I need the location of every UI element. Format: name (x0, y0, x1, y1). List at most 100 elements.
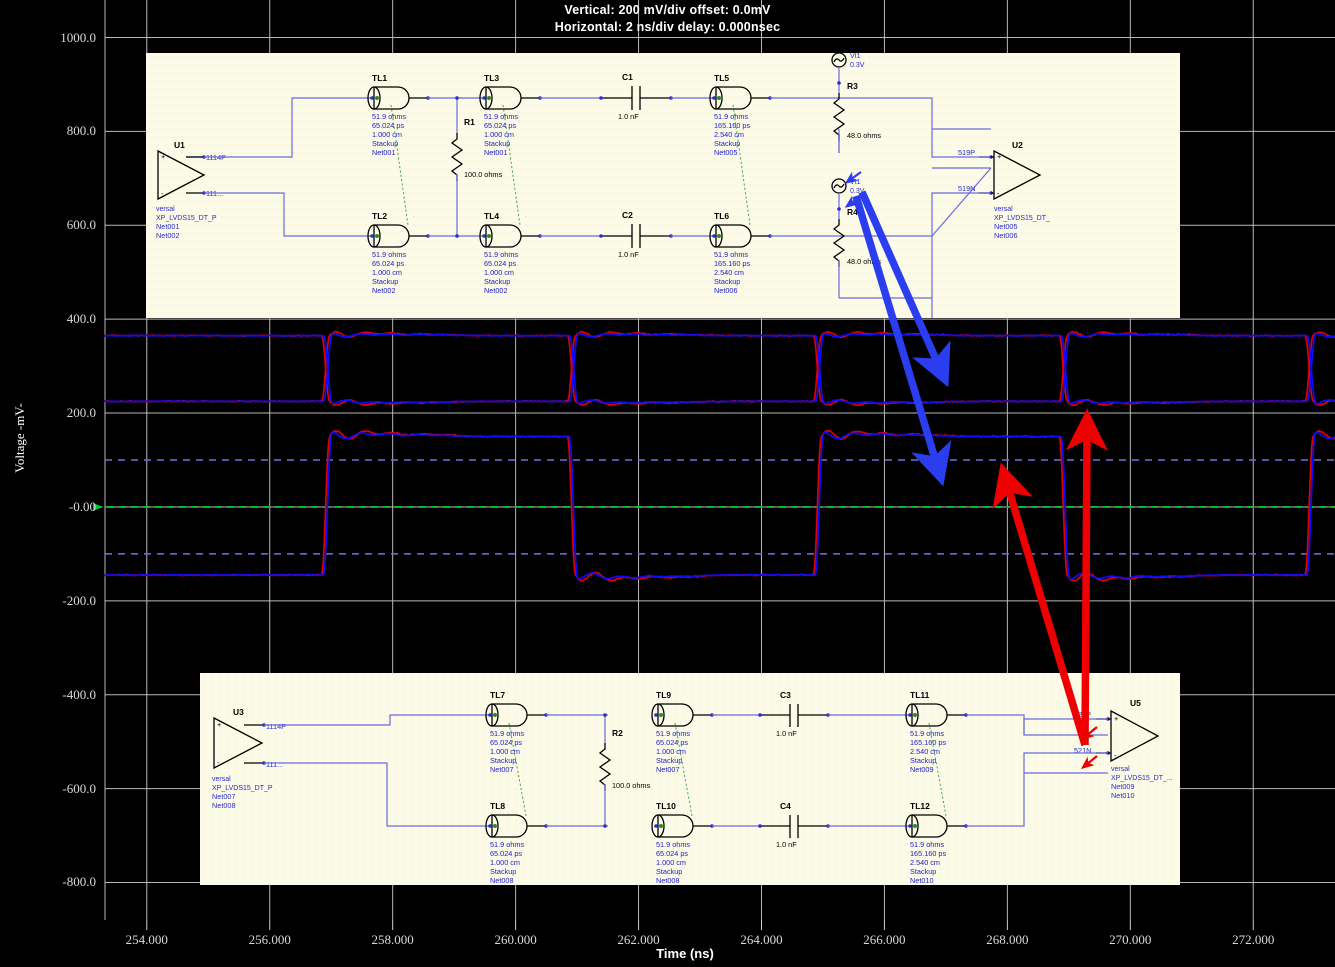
r4-value: 48.0 ohms (847, 257, 881, 266)
u2-desc1: versal (994, 206, 1013, 213)
x-tick-label: 260.000 (494, 932, 537, 947)
x-tick-label: 266.000 (863, 932, 906, 947)
tline-tl11: TL11 51.9 ohms 165.160 ps 2.540 cm Stack… (905, 690, 968, 817)
u5-ref: U5 (1130, 698, 1141, 708)
r1-ref: R1 (464, 117, 475, 127)
tl11-model: Stackup (910, 756, 936, 765)
tline-tl10: TL10 51.9 ohms 65.024 ps 1.000 cm Stacku… (651, 801, 714, 885)
capacitor-c2: C2 1.0 nF (599, 210, 673, 259)
u2-desc2: XP_LVDS15_DT_ (994, 215, 1050, 222)
tl9-ref: TL9 (656, 690, 671, 700)
resistor-r1: R1 100.0 ohms (450, 96, 502, 238)
tl5-ref: TL5 (714, 73, 729, 83)
u2-pin-p-label: 519P (958, 148, 975, 157)
u1-desc2: XP_LVDS15_DT_P (156, 215, 217, 222)
tl4-net: Net002 (484, 286, 508, 295)
capacitor-c4: C4 1.0 nF (758, 801, 830, 849)
tline-tl6: TL6 51.9 ohms 165.160 ps 2.540 cm Stacku… (709, 211, 772, 295)
tl12-model: Stackup (910, 867, 936, 876)
trace-upper-n-red (104, 330, 1335, 407)
tl11-len: 2.540 cm (910, 747, 940, 756)
svg-text:-: - (217, 758, 220, 767)
tl11-ref: TL11 (910, 690, 930, 700)
schematic-top-drawing: + - U1 1114P 111... versal XP_LVDS15_DT_… (156, 53, 1050, 318)
resistor-r2: R2 100.0 ohms (598, 713, 650, 828)
trace-upper-n-blue (104, 332, 1335, 405)
tl6-len: 2.540 cm (714, 268, 744, 277)
svg-text:-: - (161, 189, 164, 198)
x-tick-label: 268.000 (986, 932, 1029, 947)
y-tick-label: 600.0 (66, 217, 96, 233)
u3-pin-n-label: 111... (266, 760, 283, 769)
tl4-len: 1.000 cm (484, 268, 514, 277)
schematic-panel-bottom[interactable]: + - U3 1114P 111... versal XP_LVDS15_DT_… (200, 673, 1180, 885)
tl10-ref: TL10 (656, 801, 676, 811)
tl1-len: 1.000 cm (372, 130, 402, 139)
c1-ref: C1 (622, 72, 633, 82)
u2-ref: U2 (1012, 140, 1023, 150)
y-tick-label: 400.0 (66, 311, 96, 327)
tline-tl3: TL3 51.9 ohms 65.024 ps 1.000 cm Stackup… (479, 73, 542, 226)
x-tick-label: 254.000 (125, 932, 168, 947)
tl8-ref: TL8 (490, 801, 505, 811)
trace-differential-blue (104, 431, 1335, 581)
c2-value: 1.0 nF (618, 250, 639, 259)
tl4-model: Stackup (484, 277, 510, 286)
r2-ref: R2 (612, 728, 623, 738)
tl8-td: 65.024 ps (490, 849, 522, 858)
tl9-len: 1.000 cm (656, 747, 686, 756)
tl8-model: Stackup (490, 867, 516, 876)
y-tick-label: -200.0 (62, 592, 96, 608)
tl2-td: 65.024 ps (372, 259, 404, 268)
schematic-panel-top[interactable]: + - U1 1114P 111... versal XP_LVDS15_DT_… (146, 53, 1180, 318)
r2-value: 100.0 ohms (612, 781, 650, 790)
zero-reference-marker (93, 502, 103, 511)
tl9-net: Net007 (656, 765, 680, 774)
vt1-top-value: 0.3V (850, 62, 865, 69)
tl3-len: 1.000 cm (484, 130, 514, 139)
tl10-z: 51.9 ohms (656, 840, 690, 849)
x-tick-label: 258.000 (371, 932, 414, 947)
u5-desc1: versal (1111, 766, 1130, 773)
u1-ref: U1 (174, 140, 185, 150)
tl7-net: Net007 (490, 765, 514, 774)
tl11-z: 51.9 ohms (910, 729, 944, 738)
u3-pin-p-label: 1114P (266, 722, 286, 731)
tline-tl9: TL9 51.9 ohms 65.024 ps 1.000 cm Stackup… (651, 690, 714, 817)
tl3-ref: TL3 (484, 73, 499, 83)
tl3-td: 65.024 ps (484, 121, 516, 130)
tl12-net: Net010 (910, 876, 934, 885)
tl3-net: Net001 (484, 148, 508, 157)
capacitor-c1: C1 1.0 nF (599, 72, 673, 121)
c1-value: 1.0 nF (618, 112, 639, 121)
tl7-len: 1.000 cm (490, 747, 520, 756)
tl11-td: 165.160 ps (910, 738, 946, 747)
tl6-z: 51.9 ohms (714, 250, 748, 259)
tl7-model: Stackup (490, 756, 516, 765)
tl12-ref: TL12 (910, 801, 930, 811)
tl1-z: 51.9 ohms (372, 112, 406, 121)
vt1-bottom-value: 0.3V (850, 188, 865, 195)
tl5-len: 2.540 cm (714, 130, 744, 139)
vertical-settings-text: Vertical: 200 mV/div offset: 0.0mV (564, 3, 771, 17)
svg-text:+: + (1114, 714, 1118, 723)
y-tick-label: 800.0 (66, 123, 96, 139)
tl1-net: Net001 (372, 148, 396, 157)
tline-tl5: TL5 51.9 ohms 165.160 ps 2.540 cm Stacku… (709, 73, 772, 226)
tl5-z: 51.9 ohms (714, 112, 748, 121)
vt1-top-ref: Vt1 (850, 53, 861, 60)
y-tick-label: 200.0 (66, 405, 96, 421)
tl12-z: 51.9 ohms (910, 840, 944, 849)
tl6-ref: TL6 (714, 211, 729, 221)
tl10-model: Stackup (656, 867, 682, 876)
u1-net1: Net001 (156, 222, 180, 231)
tl3-z: 51.9 ohms (484, 112, 518, 121)
u1-desc1: versal (156, 206, 175, 213)
resistor-r4: R4 48.0 ohms (832, 207, 881, 298)
tl1-model: Stackup (372, 139, 398, 148)
tl10-len: 1.000 cm (656, 858, 686, 867)
tl9-td: 65.024 ps (656, 738, 688, 747)
tl12-td: 165.160 ps (910, 849, 946, 858)
receiver-u5: + - U5 521P 521N versal XP_LVDS15_DT_...… (1074, 698, 1173, 800)
horizontal-settings-text: Horizontal: 2 ns/div delay: 0.000nsec (554, 20, 781, 34)
